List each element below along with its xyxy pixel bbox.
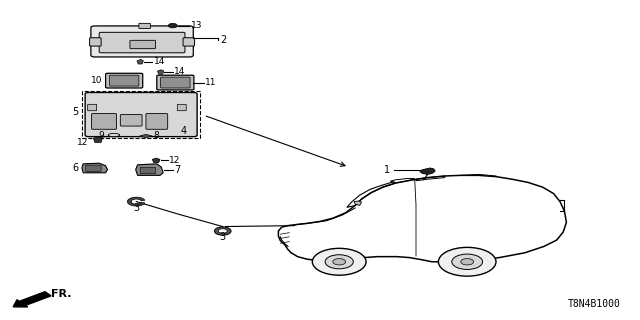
Polygon shape: [152, 158, 160, 163]
FancyBboxPatch shape: [85, 92, 197, 137]
FancyBboxPatch shape: [86, 165, 101, 172]
Text: 6: 6: [72, 163, 78, 173]
Ellipse shape: [108, 133, 120, 137]
FancyBboxPatch shape: [161, 77, 190, 88]
Circle shape: [312, 248, 366, 275]
Text: 14: 14: [174, 68, 186, 76]
Text: 13: 13: [191, 21, 202, 30]
Text: 2: 2: [220, 35, 227, 45]
Text: FR.: FR.: [51, 289, 72, 299]
FancyBboxPatch shape: [88, 104, 97, 111]
FancyBboxPatch shape: [139, 23, 150, 28]
Text: 8: 8: [154, 132, 159, 140]
Text: 9: 9: [98, 131, 104, 140]
Polygon shape: [93, 137, 102, 142]
FancyBboxPatch shape: [157, 75, 194, 90]
FancyBboxPatch shape: [130, 40, 156, 49]
Text: 7: 7: [174, 164, 180, 175]
Polygon shape: [127, 197, 145, 206]
Circle shape: [218, 229, 227, 233]
Text: T8N4B1000: T8N4B1000: [568, 299, 621, 309]
Text: 4: 4: [180, 125, 187, 136]
FancyBboxPatch shape: [106, 73, 143, 88]
Circle shape: [333, 259, 346, 265]
Polygon shape: [137, 60, 143, 64]
Text: 10: 10: [91, 76, 102, 85]
FancyBboxPatch shape: [92, 114, 116, 129]
Polygon shape: [82, 163, 108, 173]
Text: 5: 5: [72, 107, 78, 117]
Circle shape: [168, 23, 177, 28]
Polygon shape: [157, 70, 164, 74]
Circle shape: [452, 254, 483, 269]
FancyBboxPatch shape: [146, 114, 168, 129]
Text: 11: 11: [205, 78, 216, 87]
Polygon shape: [140, 134, 152, 138]
FancyBboxPatch shape: [140, 167, 156, 174]
Text: 3: 3: [133, 203, 140, 213]
Polygon shape: [354, 201, 362, 205]
Circle shape: [461, 259, 474, 265]
Text: 14: 14: [154, 57, 165, 66]
Circle shape: [214, 227, 231, 235]
FancyBboxPatch shape: [90, 38, 101, 46]
Polygon shape: [420, 168, 435, 174]
Polygon shape: [136, 164, 163, 175]
FancyArrow shape: [13, 292, 51, 307]
Circle shape: [438, 247, 496, 276]
Text: 3: 3: [220, 232, 226, 243]
FancyBboxPatch shape: [177, 104, 186, 111]
Circle shape: [325, 255, 353, 269]
FancyBboxPatch shape: [109, 75, 139, 86]
FancyBboxPatch shape: [99, 32, 185, 53]
FancyBboxPatch shape: [120, 115, 142, 126]
Text: 12: 12: [77, 138, 88, 147]
FancyBboxPatch shape: [91, 26, 193, 57]
Text: 1: 1: [384, 165, 390, 175]
FancyBboxPatch shape: [183, 38, 195, 46]
Text: 12: 12: [169, 156, 180, 165]
